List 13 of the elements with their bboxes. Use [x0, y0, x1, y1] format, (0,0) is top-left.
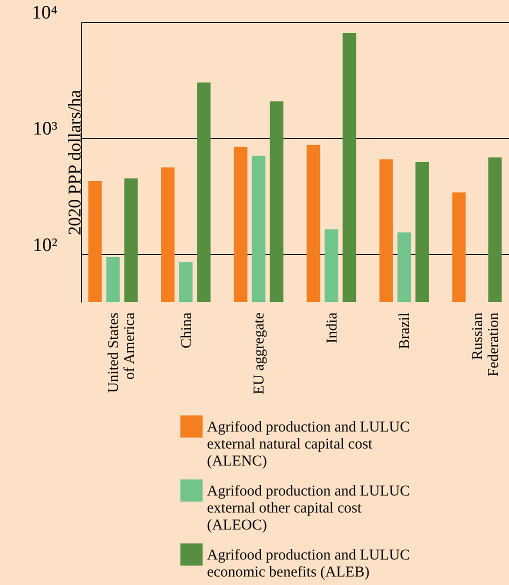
x-tick-label: China: [178, 312, 195, 348]
legend-label: Agrifood production and LULUC external natural capital cost (ALENC): [207, 420, 410, 470]
y-tick-label: 10²: [32, 234, 58, 256]
legend-label: Agrifood production and LULUC external other capital cost (ALEOC): [207, 484, 410, 534]
x-tick-label: EU aggregate: [252, 312, 268, 395]
y-tick-label: 10⁴: [32, 2, 58, 24]
legend-label: Agrifood production and LULUC economic benefits (ALEB): [207, 548, 410, 580]
x-tick-label: India: [324, 312, 340, 344]
x-tick-label: United States of America: [106, 312, 138, 393]
y-tick-label: 10³: [32, 118, 58, 140]
x-tick-label: Brazil: [397, 312, 414, 350]
x-tick-label: Russian Federation: [470, 312, 502, 377]
y-axis-title: 2020 PPP dollars/ha: [64, 90, 84, 236]
